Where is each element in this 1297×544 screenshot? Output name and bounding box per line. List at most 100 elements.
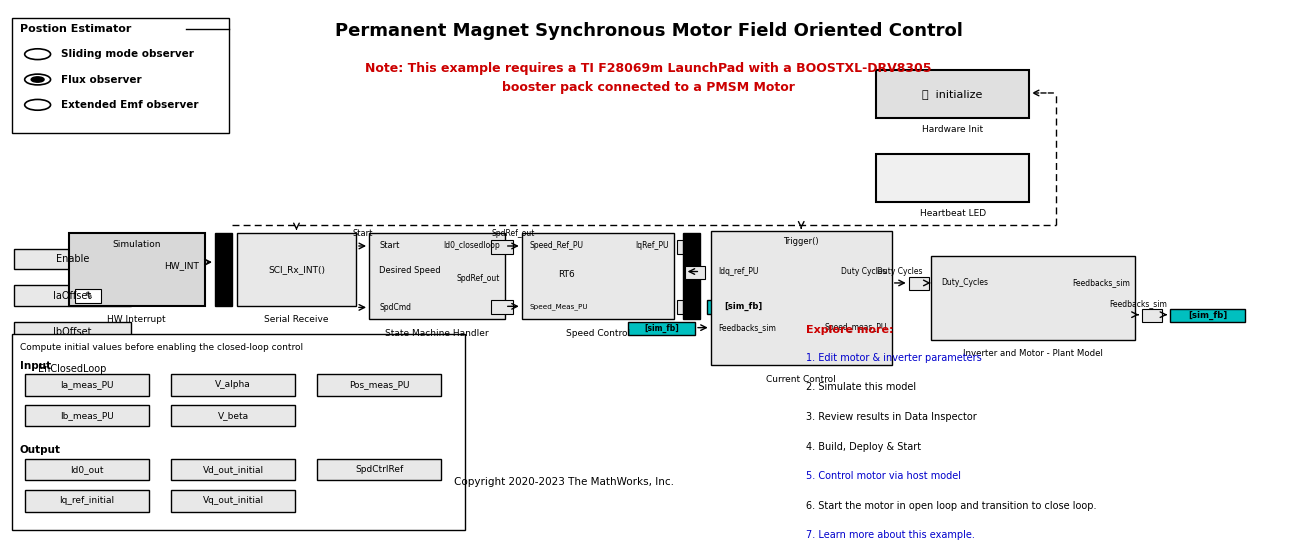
- Text: Flux observer: Flux observer: [61, 75, 141, 84]
- Text: Copyright 2020-2023 The MathWorks, Inc.: Copyright 2020-2023 The MathWorks, Inc.: [454, 477, 674, 487]
- Text: [sim_fb]: [sim_fb]: [645, 324, 678, 333]
- FancyBboxPatch shape: [628, 322, 695, 335]
- FancyBboxPatch shape: [931, 256, 1135, 340]
- Text: Feedbacks_sim: Feedbacks_sim: [1109, 299, 1167, 308]
- Text: Simulation: Simulation: [113, 240, 161, 249]
- Text: 3. Review results in Data Inspector: 3. Review results in Data Inspector: [807, 412, 977, 422]
- Text: Trigger(): Trigger(): [783, 237, 818, 246]
- Text: ⏽  initialize: ⏽ initialize: [922, 89, 983, 99]
- Text: State Machine Handler: State Machine Handler: [385, 329, 489, 338]
- Text: Duty_Cycles: Duty_Cycles: [942, 279, 988, 287]
- FancyBboxPatch shape: [318, 459, 441, 480]
- FancyBboxPatch shape: [14, 285, 131, 306]
- Text: Heartbeat LED: Heartbeat LED: [920, 209, 986, 218]
- Text: Speed_Meas_PU: Speed_Meas_PU: [529, 303, 588, 310]
- FancyBboxPatch shape: [171, 405, 296, 426]
- FancyBboxPatch shape: [677, 239, 699, 254]
- FancyBboxPatch shape: [14, 322, 131, 342]
- Text: 1. Edit motor & inverter parameters: 1. Edit motor & inverter parameters: [807, 353, 982, 363]
- Text: Current Control: Current Control: [767, 375, 837, 384]
- Text: Desired Speed: Desired Speed: [379, 266, 441, 275]
- FancyBboxPatch shape: [490, 239, 512, 254]
- FancyBboxPatch shape: [318, 374, 441, 396]
- FancyBboxPatch shape: [877, 70, 1029, 118]
- Text: Input: Input: [19, 361, 51, 371]
- Text: Permanent Magnet Synchronous Motor Field Oriented Control: Permanent Magnet Synchronous Motor Field…: [335, 22, 962, 40]
- FancyBboxPatch shape: [1141, 309, 1162, 322]
- Text: 4. Build, Deploy & Start: 4. Build, Deploy & Start: [807, 442, 922, 452]
- Text: HW_INT: HW_INT: [165, 261, 200, 270]
- Circle shape: [31, 77, 44, 82]
- FancyBboxPatch shape: [1170, 309, 1245, 322]
- Text: IqRef_PU: IqRef_PU: [636, 242, 669, 250]
- Text: SpdCmd: SpdCmd: [379, 303, 411, 312]
- Text: 2. Simulate this model: 2. Simulate this model: [807, 382, 917, 392]
- FancyBboxPatch shape: [677, 300, 699, 314]
- FancyBboxPatch shape: [685, 265, 706, 279]
- Text: SpdCtrlRef: SpdCtrlRef: [355, 465, 403, 474]
- FancyBboxPatch shape: [171, 459, 296, 480]
- Text: EnClosedLoop: EnClosedLoop: [39, 364, 106, 374]
- Text: Feedbacks_sim: Feedbacks_sim: [1073, 279, 1130, 287]
- Text: RT6: RT6: [558, 270, 575, 279]
- Text: 6. Start the motor in open loop and transition to close loop.: 6. Start the motor in open loop and tran…: [807, 501, 1097, 511]
- Text: SpdRef_out: SpdRef_out: [492, 230, 534, 238]
- Text: Note: This example requires a TI F28069m LaunchPad with a BOOSTXL-DRV8305
booste: Note: This example requires a TI F28069m…: [366, 62, 931, 94]
- Text: V_beta: V_beta: [218, 411, 249, 420]
- Text: Serial Receive: Serial Receive: [265, 316, 328, 324]
- Text: Explore more:: Explore more:: [807, 325, 894, 335]
- Text: Speed_Ref_PU: Speed_Ref_PU: [529, 242, 584, 250]
- Text: IbOffset: IbOffset: [53, 327, 92, 337]
- FancyBboxPatch shape: [12, 17, 230, 133]
- FancyBboxPatch shape: [69, 233, 205, 306]
- Text: ✎: ✎: [84, 291, 92, 301]
- Text: Id0_closedloop: Id0_closedloop: [442, 242, 499, 250]
- Text: V_alpha: V_alpha: [215, 380, 250, 390]
- FancyBboxPatch shape: [490, 300, 512, 314]
- Text: Output: Output: [19, 444, 61, 455]
- FancyBboxPatch shape: [14, 358, 131, 379]
- Text: Id0_out: Id0_out: [70, 465, 104, 474]
- Text: [sim_fb]: [sim_fb]: [1188, 311, 1227, 320]
- FancyBboxPatch shape: [75, 289, 101, 302]
- FancyBboxPatch shape: [25, 374, 149, 396]
- Text: SpdRef_out: SpdRef_out: [457, 274, 499, 283]
- Text: Extended Emf observer: Extended Emf observer: [61, 100, 198, 110]
- FancyBboxPatch shape: [877, 154, 1029, 202]
- Text: Speed Control: Speed Control: [565, 329, 630, 338]
- Text: Vd_out_initial: Vd_out_initial: [202, 465, 263, 474]
- Text: Pos_meas_PU: Pos_meas_PU: [349, 380, 410, 390]
- FancyBboxPatch shape: [521, 233, 674, 319]
- Text: Duty Cycles: Duty Cycles: [842, 267, 887, 276]
- Text: Hardware Init: Hardware Init: [922, 125, 983, 134]
- Text: Start: Start: [353, 230, 372, 238]
- Text: Start: Start: [379, 242, 399, 250]
- FancyBboxPatch shape: [909, 277, 930, 290]
- FancyBboxPatch shape: [171, 490, 296, 511]
- FancyBboxPatch shape: [12, 334, 464, 530]
- Text: Ia_meas_PU: Ia_meas_PU: [60, 380, 114, 390]
- Text: Speed_meas_PU: Speed_meas_PU: [825, 323, 887, 332]
- FancyBboxPatch shape: [707, 300, 779, 314]
- Text: Vq_out_initial: Vq_out_initial: [202, 496, 263, 505]
- FancyBboxPatch shape: [215, 233, 232, 306]
- FancyBboxPatch shape: [711, 231, 892, 365]
- Text: Duty Cycles: Duty Cycles: [878, 268, 923, 276]
- Text: Postion Estimator: Postion Estimator: [19, 24, 131, 34]
- Text: Iq_ref_initial: Iq_ref_initial: [60, 496, 114, 505]
- Text: Enable: Enable: [56, 254, 89, 264]
- FancyBboxPatch shape: [171, 374, 296, 396]
- Text: Feedbacks_sim: Feedbacks_sim: [719, 323, 777, 332]
- Text: Idq_ref_PU: Idq_ref_PU: [719, 267, 759, 276]
- Text: Compute initial values before enabling the closed-loop control: Compute initial values before enabling t…: [19, 343, 302, 353]
- Text: Inverter and Motor - Plant Model: Inverter and Motor - Plant Model: [962, 349, 1102, 358]
- Text: Sliding mode observer: Sliding mode observer: [61, 49, 193, 59]
- FancyBboxPatch shape: [684, 233, 700, 319]
- Text: SCI_Rx_INT(): SCI_Rx_INT(): [268, 265, 326, 274]
- Text: 5. Control motor via host model: 5. Control motor via host model: [807, 471, 961, 481]
- FancyBboxPatch shape: [368, 233, 505, 319]
- Text: Ib_meas_PU: Ib_meas_PU: [60, 411, 114, 420]
- Text: HW Interrupt: HW Interrupt: [108, 316, 166, 324]
- FancyBboxPatch shape: [14, 249, 131, 269]
- FancyBboxPatch shape: [25, 405, 149, 426]
